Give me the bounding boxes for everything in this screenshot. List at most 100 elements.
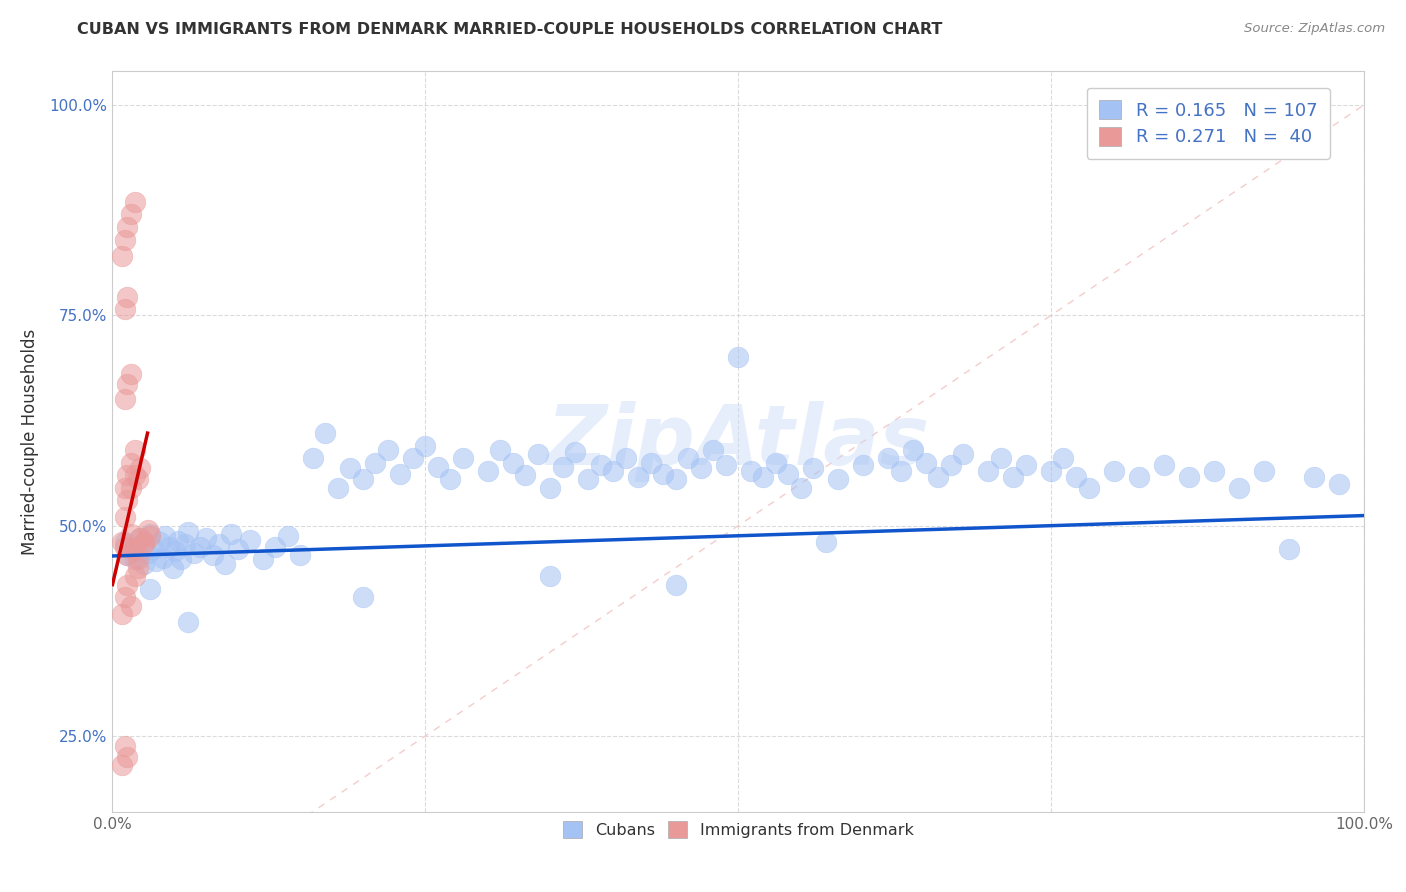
Point [188, 540, 211, 554]
Point [127, 472, 149, 486]
Point [664, 577, 686, 591]
Point [814, 535, 837, 549]
Point [765, 456, 787, 470]
Point [564, 444, 586, 458]
Point [132, 537, 155, 551]
Point [264, 540, 287, 554]
Point [652, 467, 675, 481]
Point [1227, 481, 1250, 495]
Point [1102, 464, 1125, 478]
Point [1177, 470, 1199, 484]
Point [714, 458, 737, 472]
Point [120, 207, 142, 221]
Point [127, 552, 149, 566]
Point [1302, 470, 1324, 484]
Point [614, 451, 637, 466]
Point [664, 472, 686, 486]
Point [426, 459, 449, 474]
Point [277, 529, 299, 543]
Point [551, 459, 574, 474]
Point [740, 464, 762, 478]
Point [389, 467, 412, 481]
Point [352, 590, 374, 604]
Point [132, 557, 155, 571]
Point [402, 451, 425, 466]
Point [1153, 458, 1175, 472]
Point [166, 533, 188, 548]
Point [538, 569, 561, 583]
Point [927, 470, 949, 484]
Point [157, 540, 180, 554]
Point [124, 542, 146, 557]
Point [120, 599, 142, 613]
Point [111, 758, 134, 772]
Point [952, 447, 974, 461]
Point [195, 531, 218, 545]
Point [114, 481, 136, 495]
Point [439, 472, 461, 486]
Point [117, 750, 139, 764]
Point [129, 531, 152, 545]
Point [114, 510, 136, 524]
Point [1253, 464, 1275, 478]
Y-axis label: Married-couple Households: Married-couple Households [21, 328, 38, 555]
Point [114, 540, 136, 554]
Point [114, 535, 136, 549]
Point [117, 577, 139, 591]
Point [252, 552, 274, 566]
Point [120, 540, 142, 554]
Point [301, 451, 323, 466]
Point [290, 548, 312, 562]
Point [111, 535, 134, 549]
Point [801, 461, 824, 475]
Point [915, 456, 938, 470]
Point [852, 458, 875, 472]
Point [977, 464, 1000, 478]
Point [114, 590, 136, 604]
Point [239, 533, 262, 547]
Text: Source: ZipAtlas.com: Source: ZipAtlas.com [1244, 22, 1385, 36]
Point [114, 233, 136, 247]
Point [903, 442, 925, 457]
Text: CUBAN VS IMMIGRANTS FROM DENMARK MARRIED-COUPLE HOUSEHOLDS CORRELATION CHART: CUBAN VS IMMIGRANTS FROM DENMARK MARRIED… [77, 22, 942, 37]
Point [127, 544, 149, 558]
Point [124, 194, 146, 209]
Point [576, 472, 599, 486]
Point [339, 461, 361, 475]
Point [114, 392, 136, 407]
Point [117, 493, 139, 508]
Point [1015, 458, 1038, 472]
Point [120, 368, 142, 382]
Point [640, 456, 662, 470]
Point [1278, 542, 1301, 557]
Point [477, 464, 499, 478]
Point [226, 542, 249, 557]
Point [1077, 481, 1099, 495]
Point [877, 451, 900, 466]
Text: ZipAtlas: ZipAtlas [547, 401, 929, 482]
Point [114, 739, 136, 753]
Point [727, 351, 749, 365]
Point [139, 529, 162, 543]
Point [377, 442, 399, 457]
Point [120, 527, 142, 541]
Point [589, 458, 612, 472]
Point [451, 451, 474, 466]
Point [124, 442, 146, 457]
Point [208, 537, 231, 551]
Point [153, 529, 176, 543]
Point [127, 560, 149, 574]
Point [1128, 470, 1150, 484]
Legend: Cubans, Immigrants from Denmark: Cubans, Immigrants from Denmark [557, 815, 920, 845]
Point [827, 472, 849, 486]
Point [111, 250, 134, 264]
Point [413, 439, 436, 453]
Point [117, 377, 139, 392]
Point [627, 470, 650, 484]
Point [117, 468, 139, 483]
Point [1202, 464, 1225, 478]
Point [120, 456, 142, 470]
Point [149, 535, 172, 549]
Point [124, 569, 146, 583]
Point [602, 464, 624, 478]
